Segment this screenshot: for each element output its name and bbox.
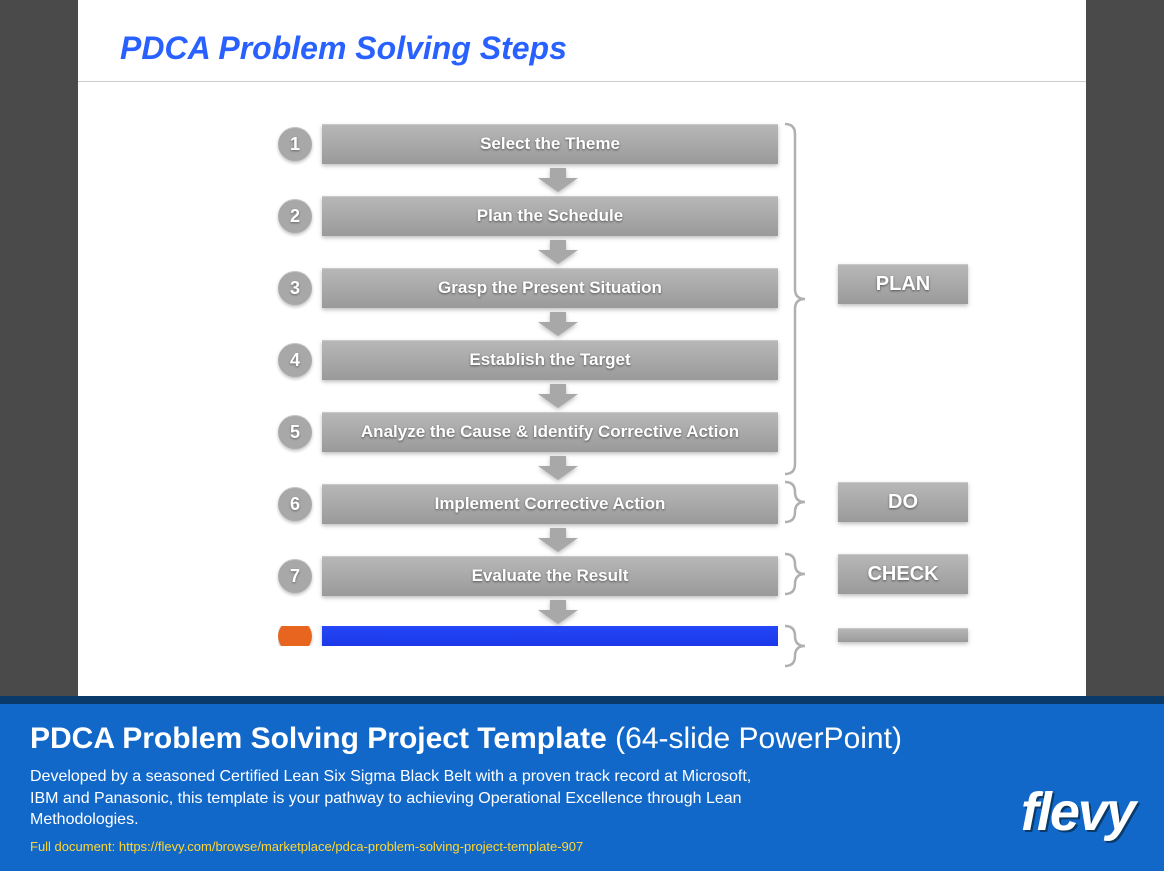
step-row: 4 Establish the Target [278,338,778,382]
brace-icon [780,122,830,476]
step-row: 6 Implement Corrective Action [278,482,778,526]
step-box: Analyze the Cause & Identify Corrective … [322,412,778,452]
step-row: 5 Analyze the Cause & Identify Corrective… [278,410,778,454]
footer-title: PDCA Problem Solving Project Template (6… [30,722,1134,756]
step-row: 2 Plan the Schedule [278,194,778,238]
step-number: 6 [278,487,312,521]
footer-title-bold: PDCA Problem Solving Project Template [30,722,607,755]
phase-box: PLAN [838,264,968,304]
step-box: Grasp the Present Situation [322,268,778,308]
footer-title-light: (64-slide PowerPoint) [615,722,902,755]
footer-link[interactable]: Full document: https://flevy.com/browse/… [30,839,1134,854]
phase-box: CHECK [838,554,968,594]
step-row: 3 Grasp the Present Situation [278,266,778,310]
step-number: 5 [278,415,312,449]
step-box: Establish the Target [322,340,778,380]
title-divider [78,81,1086,82]
step-number: 1 [278,127,312,161]
step-box [322,626,778,646]
step-number: 4 [278,343,312,377]
footer-banner: PDCA Problem Solving Project Template (6… [0,696,1164,871]
step-number [278,626,312,646]
step-row: 7 Evaluate the Result [278,554,778,598]
slide-title: PDCA Problem Solving Steps [78,0,1086,81]
arrow-down-icon [538,312,578,336]
step-row [278,626,778,646]
arrow-down-icon [538,384,578,408]
arrow-down-icon [538,240,578,264]
arrow-down-icon [538,600,578,624]
phase-box [838,628,968,642]
step-number: 3 [278,271,312,305]
step-row: 1 Select the Theme [278,122,778,166]
arrow-down-icon [538,168,578,192]
brace-icon [780,624,830,668]
step-box: Select the Theme [322,124,778,164]
step-box: Evaluate the Result [322,556,778,596]
steps-column: 1 Select the Theme 2 Plan the Schedule 3 Gras… [278,122,778,646]
flevy-logo: flevy [1021,781,1134,843]
pdca-flowchart: 1 Select the Theme 2 Plan the Schedule 3 Gras… [78,122,1086,682]
step-box: Implement Corrective Action [322,484,778,524]
footer-description: Developed by a seasoned Certified Lean S… [30,766,770,831]
step-number: 7 [278,559,312,593]
arrow-down-icon [538,456,578,480]
brace-icon [780,552,830,596]
brace-icon [780,480,830,524]
step-number: 2 [278,199,312,233]
step-box: Plan the Schedule [322,196,778,236]
slide: PDCA Problem Solving Steps 1 Select the T… [78,0,1086,700]
phase-box: DO [838,482,968,522]
arrow-down-icon [538,528,578,552]
